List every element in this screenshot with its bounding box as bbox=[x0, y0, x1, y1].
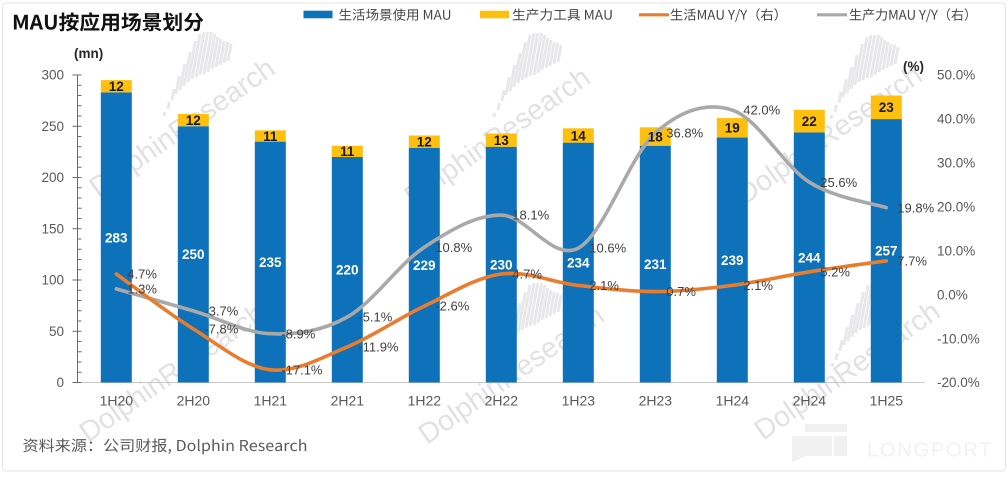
svg-text:20.0%: 20.0% bbox=[937, 200, 975, 215]
svg-text:-2.6%: -2.6% bbox=[435, 299, 469, 314]
svg-text:257: 257 bbox=[875, 244, 898, 259]
svg-text:(mn): (mn) bbox=[74, 46, 103, 61]
svg-text:-20.0%: -20.0% bbox=[937, 375, 980, 390]
svg-text:2H21: 2H21 bbox=[331, 393, 365, 409]
svg-text:0.0%: 0.0% bbox=[937, 287, 968, 302]
svg-text:10.6%: 10.6% bbox=[589, 241, 626, 256]
svg-text:300: 300 bbox=[41, 68, 64, 83]
svg-text:2.1%: 2.1% bbox=[743, 278, 773, 293]
svg-text:10.0%: 10.0% bbox=[937, 243, 975, 258]
svg-text:-5.1%: -5.1% bbox=[358, 310, 392, 325]
svg-text:150: 150 bbox=[41, 221, 64, 236]
svg-text:234: 234 bbox=[567, 255, 590, 270]
svg-text:4.7%: 4.7% bbox=[127, 267, 157, 282]
svg-text:50: 50 bbox=[49, 324, 64, 339]
svg-text:13: 13 bbox=[494, 133, 510, 148]
svg-text:1.3%: 1.3% bbox=[127, 282, 157, 297]
svg-text:11: 11 bbox=[340, 144, 355, 159]
svg-text:5.2%: 5.2% bbox=[820, 264, 850, 279]
svg-text:2H22: 2H22 bbox=[485, 393, 519, 409]
svg-text:1H21: 1H21 bbox=[254, 393, 288, 409]
svg-text:-8.9%: -8.9% bbox=[281, 326, 315, 341]
svg-text:2H23: 2H23 bbox=[639, 393, 673, 409]
svg-text:100: 100 bbox=[41, 273, 64, 288]
svg-text:239: 239 bbox=[721, 253, 744, 268]
svg-text:18.1%: 18.1% bbox=[512, 208, 549, 223]
svg-text:40.0%: 40.0% bbox=[937, 112, 975, 127]
svg-text:1H20: 1H20 bbox=[100, 393, 134, 409]
svg-text:231: 231 bbox=[644, 257, 667, 272]
svg-text:12: 12 bbox=[417, 134, 432, 149]
svg-text:230: 230 bbox=[490, 257, 513, 272]
svg-text:-3.7%: -3.7% bbox=[204, 304, 238, 319]
svg-text:250: 250 bbox=[182, 247, 205, 262]
svg-text:36.8%: 36.8% bbox=[666, 126, 703, 141]
svg-text:-7.8%: -7.8% bbox=[204, 322, 238, 337]
svg-text:12: 12 bbox=[186, 113, 201, 128]
svg-text:244: 244 bbox=[798, 250, 821, 265]
svg-text:LONGPORT: LONGPORT bbox=[867, 439, 993, 462]
svg-text:10.8%: 10.8% bbox=[435, 240, 472, 255]
svg-text:220: 220 bbox=[336, 263, 359, 278]
svg-text:-17.1%: -17.1% bbox=[281, 362, 323, 377]
svg-text:(%): (%) bbox=[903, 59, 924, 74]
svg-text:-11.9%: -11.9% bbox=[358, 340, 399, 355]
svg-text:18: 18 bbox=[648, 129, 664, 144]
svg-text:2H20: 2H20 bbox=[177, 393, 211, 409]
svg-text:235: 235 bbox=[259, 255, 282, 270]
svg-text:250: 250 bbox=[41, 119, 64, 134]
svg-text:229: 229 bbox=[413, 258, 436, 273]
svg-text:30.0%: 30.0% bbox=[937, 156, 975, 171]
svg-text:0.7%: 0.7% bbox=[666, 284, 696, 299]
svg-text:22: 22 bbox=[802, 114, 817, 129]
svg-text:12: 12 bbox=[109, 79, 124, 94]
svg-text:23: 23 bbox=[879, 100, 895, 115]
svg-text:19.8%: 19.8% bbox=[897, 200, 934, 215]
svg-text:11: 11 bbox=[263, 129, 278, 144]
svg-text:7.7%: 7.7% bbox=[897, 253, 927, 268]
svg-text:4.7%: 4.7% bbox=[512, 267, 542, 282]
svg-text:-10.0%: -10.0% bbox=[937, 331, 980, 346]
svg-text:200: 200 bbox=[41, 170, 64, 185]
svg-text:1H24: 1H24 bbox=[716, 393, 750, 409]
svg-text:25.6%: 25.6% bbox=[820, 175, 857, 190]
svg-text:50.0%: 50.0% bbox=[937, 68, 975, 83]
svg-text:19: 19 bbox=[725, 121, 740, 136]
svg-text:283: 283 bbox=[105, 230, 128, 245]
svg-text:2.1%: 2.1% bbox=[589, 278, 619, 293]
svg-text:42.0%: 42.0% bbox=[743, 103, 780, 118]
svg-text:2H24: 2H24 bbox=[793, 393, 827, 409]
svg-text:14: 14 bbox=[571, 128, 587, 143]
svg-text:0: 0 bbox=[56, 375, 64, 390]
svg-text:1H22: 1H22 bbox=[408, 393, 442, 409]
svg-text:1H25: 1H25 bbox=[870, 393, 904, 409]
svg-text:1H23: 1H23 bbox=[562, 393, 596, 409]
